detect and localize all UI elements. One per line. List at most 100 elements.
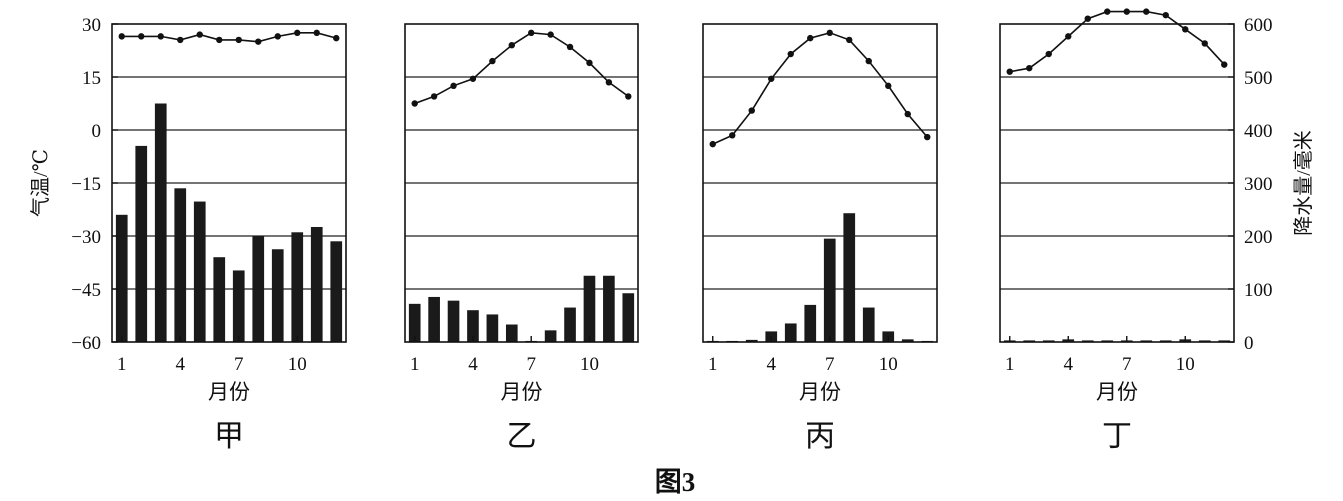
precipitation-tick-label: 600 bbox=[1244, 15, 1273, 36]
temperature-point bbox=[1084, 15, 1091, 22]
temperature-point bbox=[846, 36, 853, 44]
precipitation-bar bbox=[115, 214, 128, 342]
left-axis-title: 气温/℃ bbox=[29, 149, 52, 217]
precipitation-bar bbox=[467, 310, 479, 342]
precipitation-bar bbox=[745, 339, 758, 342]
precipitation-bar bbox=[154, 103, 167, 342]
precipitation-bar bbox=[823, 238, 836, 342]
right-axis-title: 降水量/毫米 bbox=[1292, 130, 1315, 236]
temperature-point bbox=[1026, 64, 1033, 72]
precipitation-bar bbox=[271, 249, 284, 342]
x-axis-label: 月份 bbox=[1096, 380, 1138, 404]
temperature-point bbox=[768, 75, 775, 82]
temperature-point bbox=[1045, 50, 1052, 58]
temperature-point bbox=[1201, 40, 1208, 47]
temperature-point bbox=[294, 29, 301, 37]
temperature-point bbox=[586, 59, 593, 67]
x-axis-label: 月份 bbox=[208, 380, 250, 404]
temperature-point bbox=[333, 34, 340, 42]
plot-frame bbox=[702, 23, 938, 343]
precipitation-bar bbox=[174, 188, 187, 342]
precipitation-bar bbox=[193, 201, 206, 342]
x-tick-label: 1 bbox=[410, 354, 420, 375]
temperature-point bbox=[787, 50, 794, 58]
panel-name: 乙 bbox=[507, 420, 537, 453]
temperature-point bbox=[313, 29, 320, 37]
x-axis-label: 月份 bbox=[501, 380, 543, 404]
temperature-point bbox=[450, 82, 457, 90]
chart-panel-1: 1 4 7 10 月份甲 bbox=[111, 23, 347, 453]
temperature-point bbox=[1182, 26, 1189, 33]
temperature-point bbox=[709, 140, 716, 148]
temperature-point bbox=[255, 38, 262, 45]
precipitation-bar bbox=[505, 324, 518, 342]
x-tick-label: 1 bbox=[708, 354, 718, 375]
chart-panel-4: 1 4 7 10 月份丁 bbox=[999, 8, 1235, 453]
x-tick-label: 10 bbox=[879, 354, 898, 375]
temperature-point bbox=[489, 57, 496, 65]
precipitation-bar bbox=[291, 232, 304, 342]
plot-frame bbox=[404, 23, 639, 343]
panels-layer: 1 4 7 10 月份甲 1 4 7 10 月份乙 1 4 7 10 月份丙 1 4 7 10 月份丁 30 15 0 −15… bbox=[71, 8, 1273, 453]
temperature-line bbox=[712, 31, 928, 145]
precipitation-bar bbox=[603, 275, 615, 342]
x-tick-label: 7 bbox=[1122, 354, 1132, 375]
precipitation-tick-label: 0 bbox=[1244, 333, 1254, 354]
temperature-line bbox=[121, 31, 337, 43]
precipitation-bar bbox=[544, 330, 557, 342]
temperature-point bbox=[177, 36, 184, 44]
precipitation-bar bbox=[583, 275, 596, 342]
temperature-point bbox=[118, 33, 125, 40]
precipitation-bar bbox=[232, 270, 245, 342]
temperature-point bbox=[528, 29, 535, 37]
precipitation-tick-label: 400 bbox=[1244, 121, 1273, 142]
temperature-point bbox=[411, 100, 418, 107]
temperature-point bbox=[157, 33, 164, 40]
x-tick-label: 4 bbox=[468, 354, 478, 375]
temperature-point bbox=[547, 31, 554, 38]
temperature-point bbox=[1104, 8, 1111, 15]
temperature-point bbox=[566, 43, 574, 51]
temperature-tick-label: −30 bbox=[71, 227, 101, 248]
temperature-point bbox=[1162, 11, 1169, 19]
x-tick-label: 4 bbox=[767, 354, 777, 375]
temperature-point bbox=[865, 57, 872, 65]
temperature-line bbox=[414, 31, 629, 105]
temperature-point bbox=[605, 79, 613, 86]
temperature-point bbox=[138, 33, 145, 40]
precipitation-tick-label: 500 bbox=[1244, 68, 1273, 89]
precipitation-bar bbox=[843, 213, 856, 342]
temperature-point bbox=[729, 132, 736, 139]
temperature-point bbox=[885, 82, 892, 90]
precipitation-bar bbox=[622, 293, 635, 342]
temperature-point bbox=[1221, 61, 1228, 68]
precipitation-bar bbox=[447, 300, 460, 342]
x-tick-label: 7 bbox=[526, 354, 536, 375]
temperature-point bbox=[235, 36, 242, 44]
temperature-point bbox=[748, 107, 755, 114]
precipitation-bar bbox=[862, 307, 875, 342]
x-tick-label: 4 bbox=[1064, 354, 1074, 375]
figure-caption: 图3 bbox=[655, 467, 696, 497]
precipitation-bar bbox=[330, 241, 343, 342]
x-tick-label: 1 bbox=[117, 354, 127, 375]
x-tick-label: 4 bbox=[176, 354, 186, 375]
precipitation-bar bbox=[564, 307, 576, 342]
precipitation-bar bbox=[408, 303, 421, 342]
temperature-point bbox=[1123, 8, 1130, 15]
x-axis-label: 月份 bbox=[799, 380, 841, 404]
temperature-point bbox=[904, 110, 911, 118]
precipitation-bar bbox=[428, 296, 440, 342]
x-tick-label: 10 bbox=[580, 354, 599, 375]
temperature-point bbox=[216, 36, 223, 44]
temperature-tick-label: 15 bbox=[82, 68, 101, 89]
precipitation-bar bbox=[310, 226, 323, 342]
precipitation-tick-label: 300 bbox=[1244, 174, 1273, 195]
x-tick-label: 1 bbox=[1005, 354, 1015, 375]
temperature-tick-label: 0 bbox=[92, 121, 102, 142]
temperature-line bbox=[1009, 10, 1225, 73]
chart-panel-2: 1 4 7 10 月份乙 bbox=[404, 23, 639, 453]
panel-name: 甲 bbox=[214, 420, 244, 453]
x-tick-label: 10 bbox=[1176, 354, 1195, 375]
